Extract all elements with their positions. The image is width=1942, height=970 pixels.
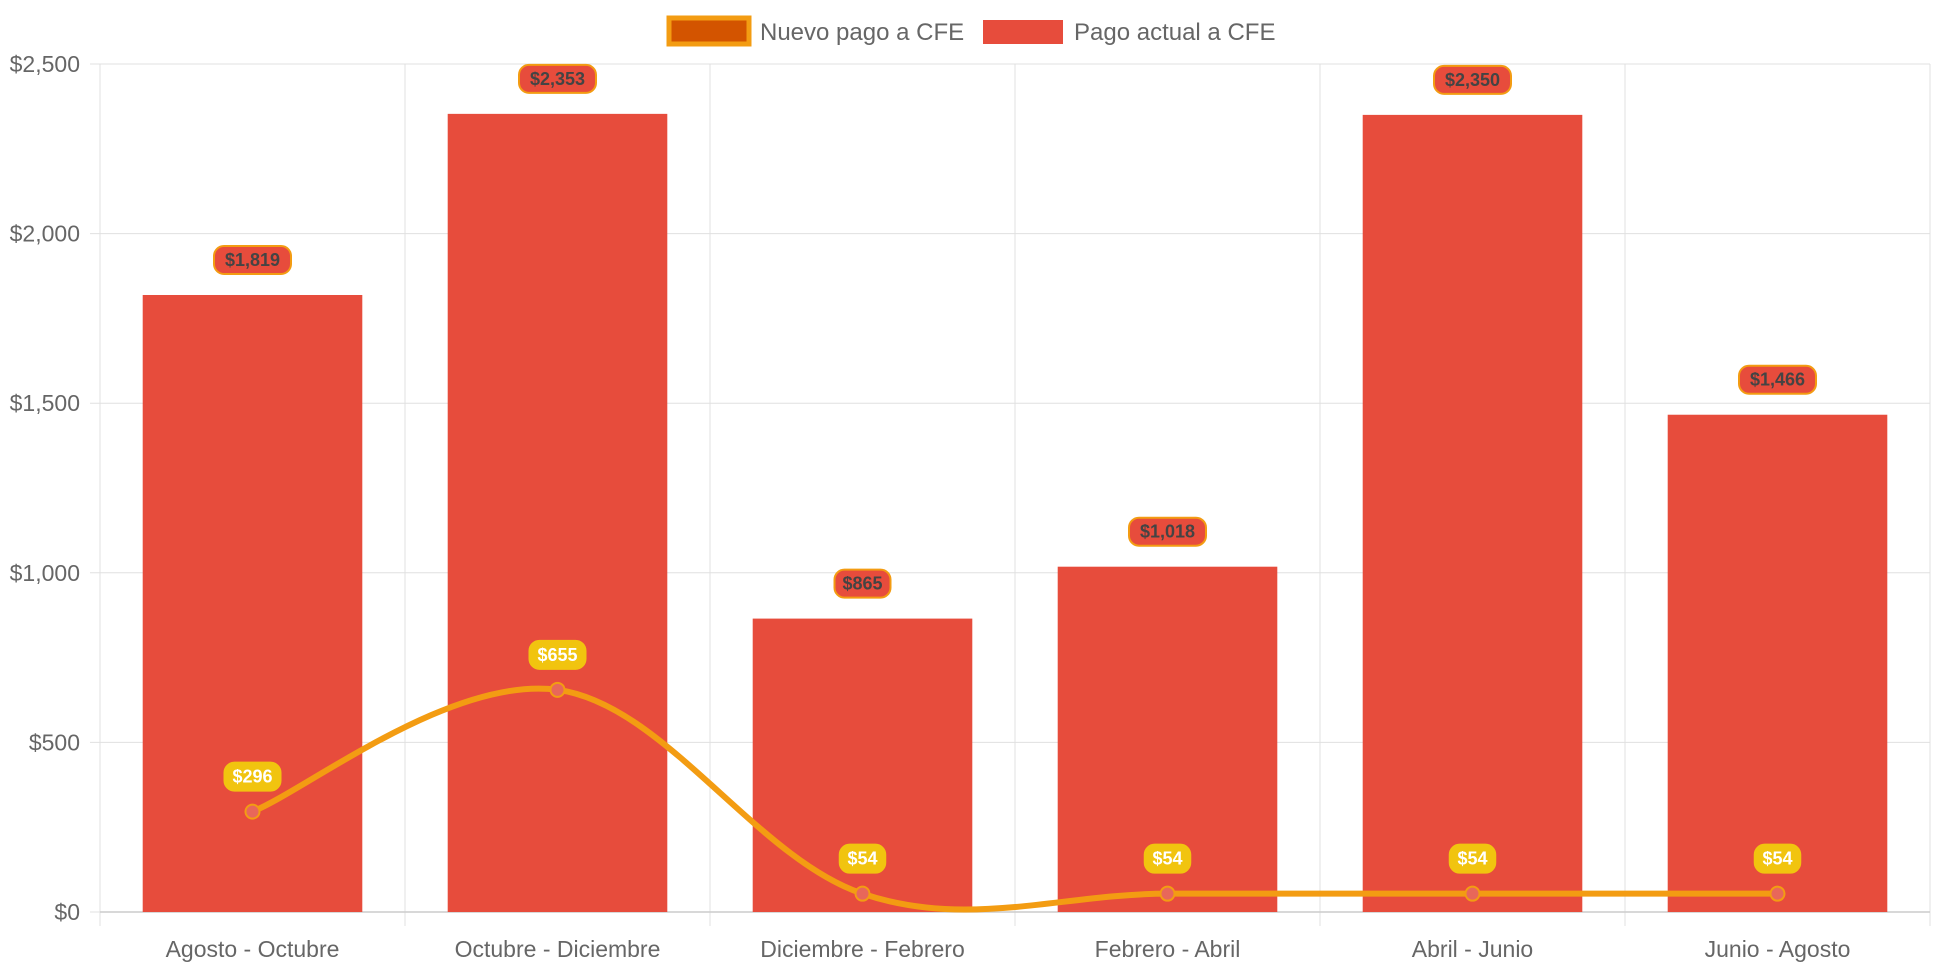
legend-swatch-pago-actual [983, 20, 1063, 44]
line-point[interactable] [1769, 885, 1786, 902]
line-point[interactable] [549, 681, 566, 698]
line-point[interactable] [1464, 885, 1481, 902]
bar-value-label-background [213, 244, 292, 275]
y-tick-label: $0 [54, 899, 80, 925]
legend-label-nuevo-pago: Nuevo pago a CFE [760, 19, 964, 46]
y-tick-label: $2,000 [10, 221, 80, 247]
line-value-label: $54 [1143, 843, 1192, 874]
x-tick-label: Octubre - Diciembre [455, 936, 661, 962]
line-value-label-text: $54 [1152, 849, 1182, 869]
line-value-label-background [1753, 843, 1802, 874]
x-tick-label: Febrero - Abril [1095, 936, 1241, 962]
bar-value-label: $1,466 [1738, 364, 1817, 395]
bar-value-label: $1,819 [213, 244, 292, 275]
bar-value-label: $1,018 [1128, 516, 1207, 547]
bar-value-label: $2,350 [1433, 64, 1512, 95]
line-value-label-background [1143, 843, 1192, 874]
line-value-label-text: $54 [1762, 849, 1792, 869]
bar-value-label: $2,353 [518, 63, 597, 94]
bar-value-label-text: $1,819 [225, 250, 280, 270]
legend: Nuevo pago a CFE Pago actual a CFE [666, 15, 1275, 47]
legend-item-pago-actual[interactable]: Pago actual a CFE [983, 19, 1275, 46]
legend-item-nuevo-pago[interactable]: Nuevo pago a CFE [666, 15, 964, 47]
bar-value-label: $865 [833, 568, 892, 599]
bar-value-label-background [1433, 64, 1512, 95]
line-path [249, 685, 1781, 913]
line-series [244, 681, 1786, 913]
bar-value-label-text: $2,353 [530, 69, 585, 89]
line-value-label-text: $296 [232, 767, 272, 787]
y-tick-label: $1,500 [10, 390, 80, 416]
x-tick-label: Diciembre - Febrero [760, 936, 965, 962]
line-value-label-background [528, 639, 587, 670]
line-point[interactable] [854, 885, 871, 902]
y-tick-label: $500 [29, 729, 80, 755]
bar-value-label-text: $1,466 [1750, 370, 1805, 390]
bar[interactable] [1667, 414, 1888, 912]
line-value-label-text: $655 [537, 645, 577, 665]
x-tick-label: Agosto - Octubre [166, 936, 340, 962]
x-tick-label: Junio - Agosto [1705, 936, 1851, 962]
line-value-label: $655 [528, 639, 587, 670]
bars [142, 113, 1888, 912]
legend-swatch-nuevo-pago [666, 15, 752, 47]
y-tick-label: $1,000 [10, 560, 80, 586]
line-value-label: $54 [838, 843, 887, 874]
y-tick-label: $2,500 [10, 51, 80, 77]
bar-value-label-text: $2,350 [1445, 70, 1500, 90]
x-tick-label: Abril - Junio [1412, 936, 1533, 962]
grid: $0 $500 $1,000 $1,500 $2,000 $2,500 Agosto - O… [10, 51, 1931, 962]
bar-value-label-background [518, 63, 597, 94]
line-value-label: $296 [223, 761, 282, 792]
line-value-label-background [1448, 843, 1497, 874]
legend-label-pago-actual: Pago actual a CFE [1074, 19, 1275, 46]
bar-value-label-background [1128, 516, 1207, 547]
line-value-label-text: $54 [1457, 849, 1487, 869]
line-value-label-background [838, 843, 887, 874]
bar[interactable] [447, 113, 668, 912]
line-value-label: $54 [1753, 843, 1802, 874]
line-point[interactable] [244, 803, 261, 820]
line-value-label-text: $54 [847, 849, 877, 869]
bar-value-label-background [833, 568, 892, 599]
line-point[interactable] [1159, 885, 1176, 902]
bar-value-label-text: $865 [842, 574, 882, 594]
bar-value-label-text: $1,018 [1140, 522, 1195, 542]
data-labels: $1,819 $2,353 $865 $1,018 $2,350 $1,466 $296 $6… [213, 63, 1817, 874]
line-value-label-background [223, 761, 282, 792]
line-value-label: $54 [1448, 843, 1497, 874]
bar-value-label-background [1738, 364, 1817, 395]
bar[interactable] [1362, 114, 1583, 912]
